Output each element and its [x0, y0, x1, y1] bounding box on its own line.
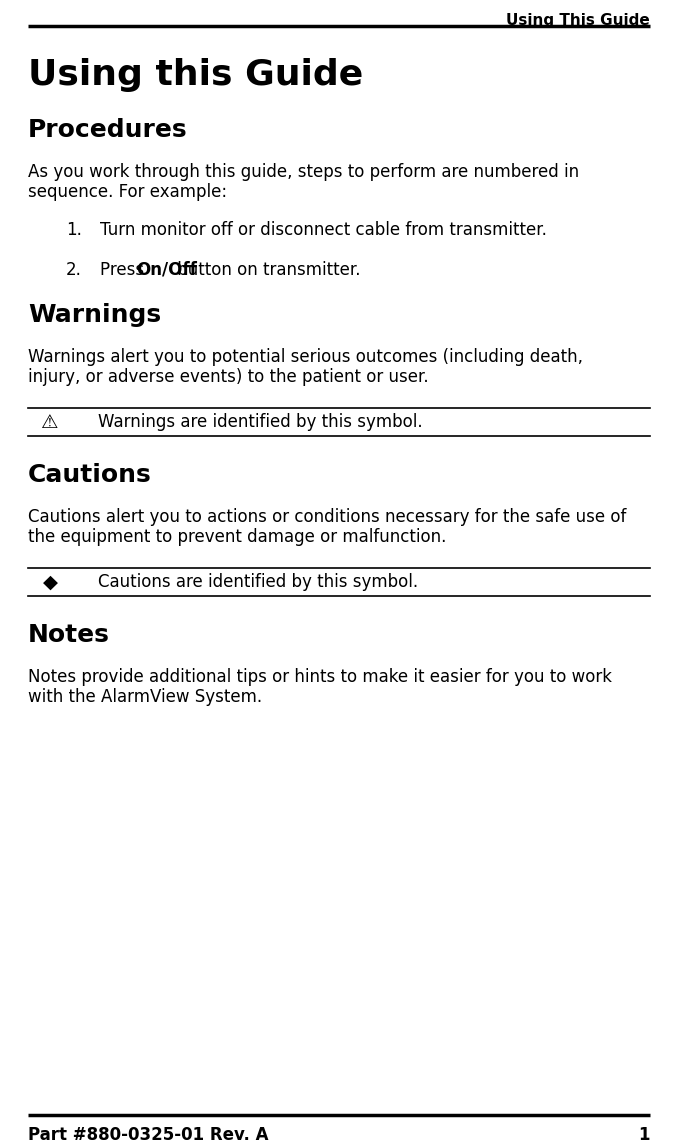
Text: As you work through this guide, steps to perform are numbered in: As you work through this guide, steps to…: [28, 163, 579, 181]
Text: with the AlarmView System.: with the AlarmView System.: [28, 688, 262, 707]
Text: Using This Guide: Using This Guide: [506, 13, 650, 28]
Text: Warnings are identified by this symbol.: Warnings are identified by this symbol.: [98, 413, 423, 431]
Text: sequence. For example:: sequence. For example:: [28, 184, 227, 201]
Text: Turn monitor off or disconnect cable from transmitter.: Turn monitor off or disconnect cable fro…: [100, 221, 547, 239]
Text: injury, or adverse events) to the patient or user.: injury, or adverse events) to the patien…: [28, 368, 429, 387]
Text: Part #880-0325-01 Rev. A: Part #880-0325-01 Rev. A: [28, 1126, 269, 1144]
Text: Cautions alert you to actions or conditions necessary for the safe use of: Cautions alert you to actions or conditi…: [28, 508, 626, 526]
Text: ⚠: ⚠: [41, 413, 59, 431]
Text: Notes: Notes: [28, 623, 110, 647]
Text: Using this Guide: Using this Guide: [28, 58, 363, 92]
Text: Cautions: Cautions: [28, 463, 152, 487]
Text: 2.: 2.: [66, 262, 82, 279]
Text: ◆: ◆: [43, 572, 57, 592]
Text: 1.: 1.: [66, 221, 82, 239]
Text: Cautions are identified by this symbol.: Cautions are identified by this symbol.: [98, 574, 418, 591]
Text: Notes provide additional tips or hints to make it easier for you to work: Notes provide additional tips or hints t…: [28, 668, 612, 686]
Text: On/Off: On/Off: [136, 262, 197, 279]
Text: 1: 1: [639, 1126, 650, 1144]
Text: Warnings alert you to potential serious outcomes (including death,: Warnings alert you to potential serious …: [28, 348, 583, 366]
Text: Press: Press: [100, 262, 149, 279]
Text: Warnings: Warnings: [28, 303, 161, 327]
Text: button on transmitter.: button on transmitter.: [172, 262, 360, 279]
Text: the equipment to prevent damage or malfunction.: the equipment to prevent damage or malfu…: [28, 528, 446, 546]
Text: Procedures: Procedures: [28, 118, 188, 142]
